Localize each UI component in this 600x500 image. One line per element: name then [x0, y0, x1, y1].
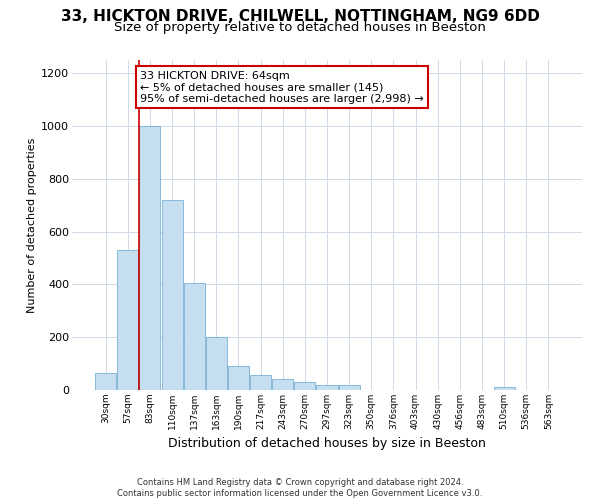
- Text: Size of property relative to detached houses in Beeston: Size of property relative to detached ho…: [114, 21, 486, 34]
- Bar: [250, 374, 271, 390]
- Bar: [295, 382, 316, 390]
- Bar: [206, 337, 227, 390]
- Text: Contains HM Land Registry data © Crown copyright and database right 2024.
Contai: Contains HM Land Registry data © Crown c…: [118, 478, 482, 498]
- Bar: [494, 388, 515, 390]
- Bar: [272, 380, 293, 390]
- Bar: [228, 366, 249, 390]
- Text: 33, HICKTON DRIVE, CHILWELL, NOTTINGHAM, NG9 6DD: 33, HICKTON DRIVE, CHILWELL, NOTTINGHAM,…: [61, 9, 539, 24]
- Bar: [184, 283, 205, 390]
- Bar: [118, 250, 139, 390]
- Bar: [95, 373, 116, 390]
- Bar: [139, 126, 160, 390]
- X-axis label: Distribution of detached houses by size in Beeston: Distribution of detached houses by size …: [168, 438, 486, 450]
- Bar: [161, 200, 182, 390]
- Bar: [316, 384, 338, 390]
- Bar: [338, 384, 359, 390]
- Text: 33 HICKTON DRIVE: 64sqm
← 5% of detached houses are smaller (145)
95% of semi-de: 33 HICKTON DRIVE: 64sqm ← 5% of detached…: [140, 70, 424, 104]
- Y-axis label: Number of detached properties: Number of detached properties: [27, 138, 37, 312]
